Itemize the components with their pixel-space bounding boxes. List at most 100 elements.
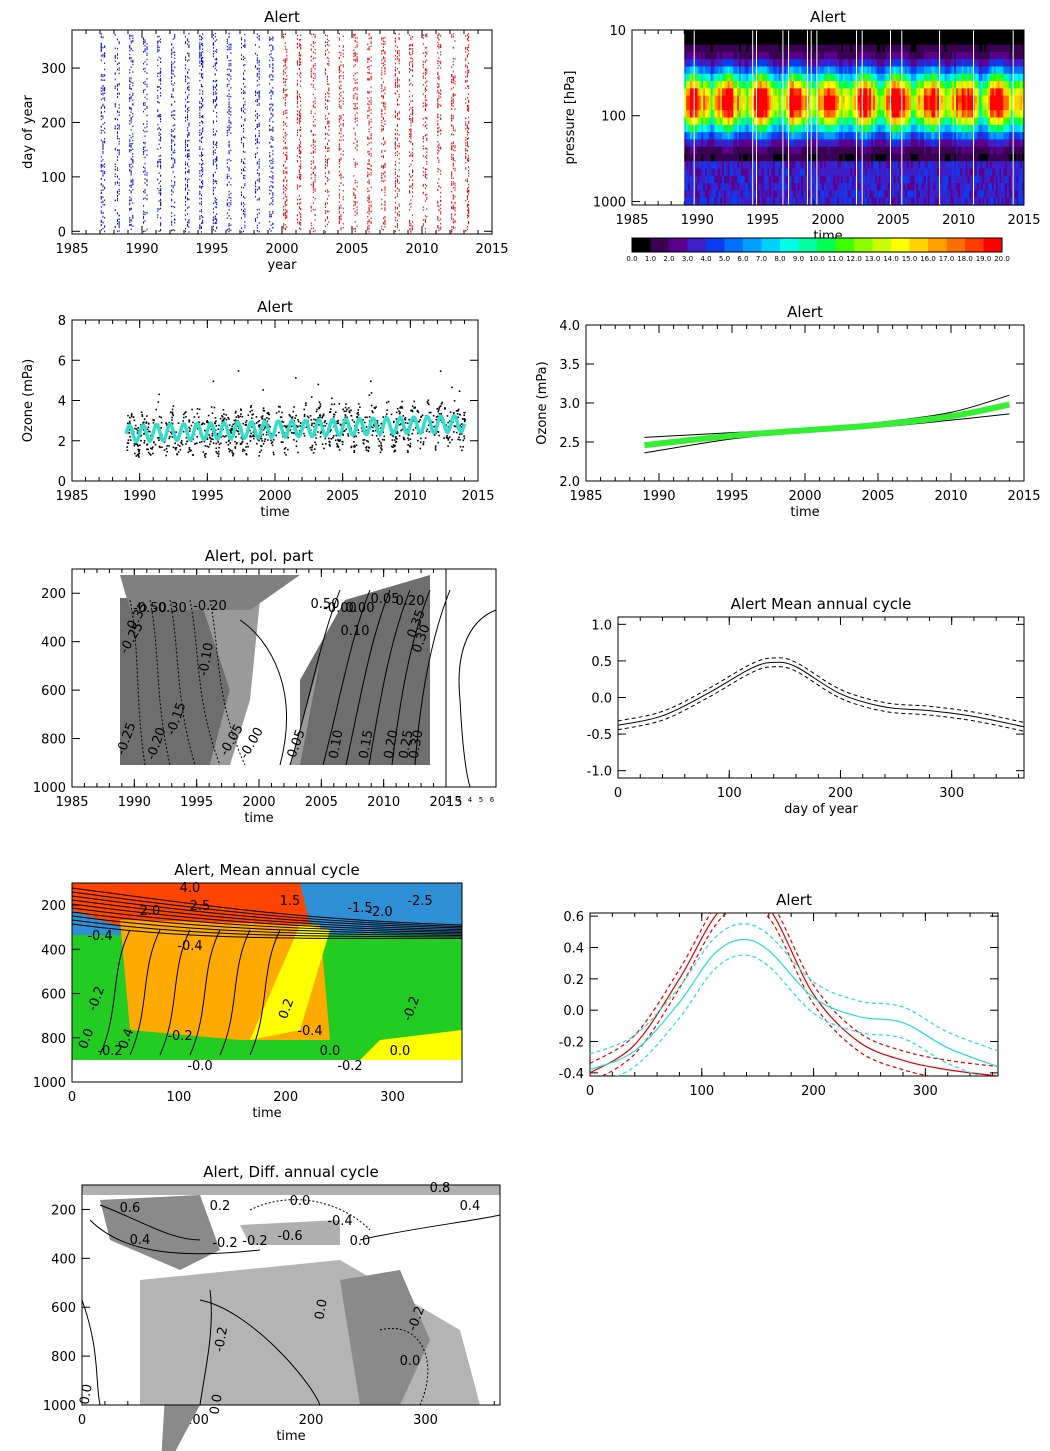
heat-cell (737, 66, 740, 75)
sample-point (324, 45, 326, 47)
sample-point (466, 109, 468, 112)
sample-point (353, 94, 355, 97)
sample-point (158, 72, 160, 74)
sample-point (410, 57, 412, 59)
sample-point (426, 103, 428, 106)
heat-cell (722, 190, 725, 199)
sample-point (146, 52, 148, 55)
heat-cell (714, 132, 717, 140)
sample-point (255, 66, 257, 68)
sample-point (356, 41, 358, 43)
sample-point (132, 160, 134, 163)
heat-cell (748, 110, 751, 119)
sample-point (314, 63, 316, 65)
sample-point (298, 170, 300, 172)
sample-point (440, 93, 442, 95)
sample-point (368, 227, 370, 230)
sample-point (326, 142, 328, 145)
sample-point (382, 128, 384, 130)
sample-point (296, 84, 298, 86)
sample-point (466, 105, 468, 108)
sample-point (143, 217, 145, 219)
sample-point (328, 121, 330, 123)
sample-point (356, 72, 358, 74)
sample-point (130, 121, 132, 123)
sample-point (381, 188, 383, 191)
sample-point (172, 96, 174, 98)
heat-cell (739, 37, 742, 46)
sample-point (298, 146, 300, 148)
heat-cell (722, 81, 725, 89)
sample-point (426, 168, 428, 171)
sample-point (314, 208, 316, 211)
sample-point (129, 77, 131, 79)
heat-cell (729, 153, 732, 162)
sample-point (367, 57, 369, 60)
sample-point (328, 44, 330, 47)
sample-point (230, 52, 232, 54)
sample-point (314, 181, 316, 183)
sample-point (340, 173, 342, 175)
heat-cell (703, 59, 706, 68)
sample-point (452, 154, 454, 156)
sample-point (324, 145, 326, 148)
sample-point (382, 64, 384, 67)
heat-cell (691, 139, 695, 148)
sample-point (174, 158, 176, 161)
x-tick-label: 1995 (746, 213, 779, 228)
heat-cell (708, 44, 712, 53)
sample-point (243, 127, 245, 130)
sample-point (256, 224, 258, 227)
sample-point (324, 175, 326, 178)
sample-point (243, 230, 245, 233)
sample-point (270, 202, 272, 204)
sample-point (384, 203, 386, 206)
sample-point (300, 44, 302, 46)
sample-point (368, 181, 370, 183)
sample-point (437, 167, 439, 170)
sample-point (228, 209, 230, 211)
sample-point (199, 170, 201, 172)
sample-point (202, 64, 204, 66)
sample-point (326, 216, 328, 218)
sample-point (256, 147, 258, 149)
sample-point (216, 85, 218, 87)
sample-point (104, 99, 106, 101)
sample-point (272, 37, 274, 39)
panel-p2: 1985 1990 1995 2000 2005 2010 2015Alerttime101… (563, 8, 1041, 244)
sample-point (158, 134, 160, 137)
sample-point (102, 93, 104, 96)
sample-point (468, 87, 470, 89)
heat-cell (699, 183, 702, 192)
sample-point (130, 81, 132, 84)
heat-cell (720, 124, 723, 133)
sample-point (118, 83, 120, 86)
sample-point (466, 69, 468, 72)
sample-point (272, 181, 274, 183)
sample-point (258, 180, 260, 183)
heat-cell (740, 102, 744, 111)
sample-point (226, 126, 228, 129)
sample-point (118, 72, 120, 75)
sample-point (143, 104, 145, 106)
heat-cell (691, 88, 695, 97)
sample-point (384, 66, 386, 69)
sample-point (452, 125, 454, 128)
sample-point (104, 179, 106, 181)
sample-point (160, 41, 162, 43)
x-tick-label: 2015 (1007, 213, 1040, 228)
sample-point (298, 115, 300, 117)
sample-point (466, 214, 468, 217)
sample-point (310, 48, 312, 50)
sample-point (174, 162, 176, 164)
sample-point (157, 46, 159, 48)
sample-point (130, 57, 132, 59)
sample-point (412, 214, 414, 216)
heat-cell (723, 183, 727, 192)
sample-point (356, 78, 358, 81)
heat-cell (693, 73, 697, 82)
sample-point (465, 102, 467, 104)
sample-point (244, 137, 246, 139)
sample-point (382, 138, 384, 140)
sample-point (226, 176, 228, 179)
